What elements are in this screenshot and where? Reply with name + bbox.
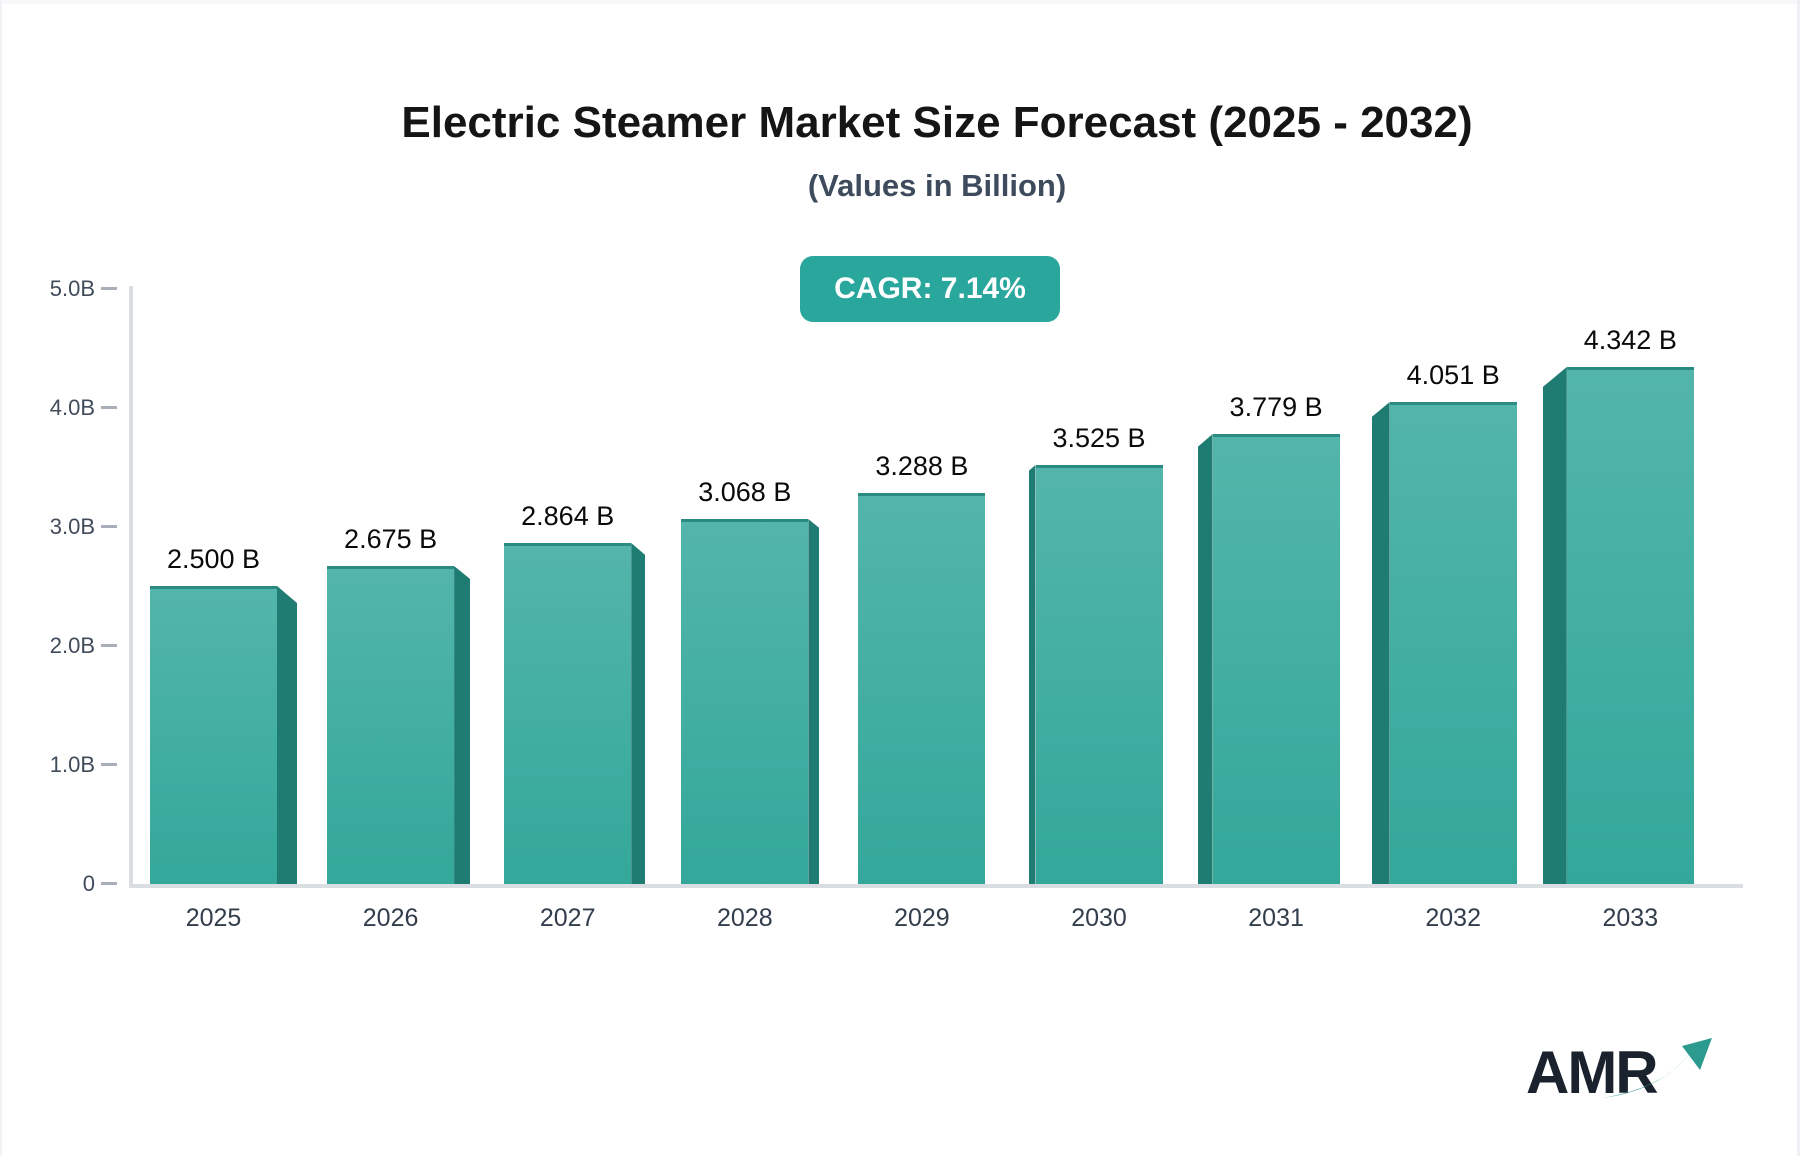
bar-side (1542, 367, 1567, 884)
bar-face (681, 519, 809, 884)
bar-value-label: 4.051 B (1406, 360, 1500, 390)
bar-value-label: 3.068 B (698, 477, 792, 507)
bar-value-label: 4.342 B (1583, 325, 1677, 355)
chart-subtitle: (Values in Billion) (807, 168, 1067, 203)
y-tick-label: 2.0B (49, 633, 95, 658)
bar-side (631, 543, 646, 884)
y-tick-dash (101, 287, 117, 290)
y-tick-dash (101, 763, 117, 766)
bar-side (808, 519, 820, 884)
logo-text: AMR (1526, 1039, 1659, 1106)
x-axis-label: 2030 (1071, 904, 1127, 932)
bar-side (1371, 402, 1390, 884)
bar-face (1389, 402, 1517, 884)
y-tick-dash (101, 525, 117, 528)
y-tick-label: 0 (82, 871, 95, 896)
y-tick-dash (101, 882, 117, 885)
cagr-badge: CAGR: 7.14% (800, 256, 1060, 322)
bar-side (1028, 465, 1036, 884)
frame-border-right (1797, 0, 1800, 1156)
x-axis-label: 2033 (1602, 904, 1659, 932)
bar-face (1566, 367, 1694, 884)
bar-side (1197, 434, 1213, 884)
y-tick-label: 4.0B (49, 395, 95, 420)
y-tick-label: 5.0B (49, 276, 95, 301)
logo-arrow-icon (1602, 1038, 1712, 1098)
x-axis-label: 2028 (716, 904, 773, 932)
y-tick-dash (101, 406, 117, 409)
bar-value-label: 2.864 B (521, 501, 615, 531)
chart-title: Electric Steamer Market Size Forecast (2… (401, 98, 1473, 147)
bar-face (504, 543, 632, 884)
bar-face (1035, 465, 1163, 884)
x-axis-label: 2027 (539, 904, 596, 932)
frame-border-top (0, 0, 1800, 4)
x-axis-label: 2031 (1248, 904, 1304, 932)
x-axis-label: 2026 (362, 904, 419, 932)
bar-side (277, 586, 297, 884)
bar-face (858, 493, 986, 884)
bar-value-label: 3.525 B (1052, 423, 1146, 453)
y-axis-line (129, 286, 133, 888)
x-axis-label: 2025 (185, 904, 242, 932)
bar-value-label: 2.675 B (344, 524, 438, 554)
x-axis-line (129, 884, 1743, 888)
bar-side (454, 566, 471, 884)
x-axis-label: 2032 (1425, 904, 1481, 932)
y-tick-dash (101, 644, 117, 647)
bar-face (1212, 434, 1340, 884)
frame-border-left (0, 0, 2, 1156)
bar-value-label: 3.288 B (875, 451, 969, 481)
bar-face (150, 586, 277, 884)
bar-face (327, 566, 455, 884)
y-tick-label: 3.0B (49, 514, 95, 539)
bar-value-label: 2.500 B (166, 544, 261, 574)
y-tick-label: 1.0B (49, 752, 95, 777)
bar-value-label: 3.779 B (1229, 392, 1323, 422)
x-axis-label: 2029 (894, 904, 950, 932)
